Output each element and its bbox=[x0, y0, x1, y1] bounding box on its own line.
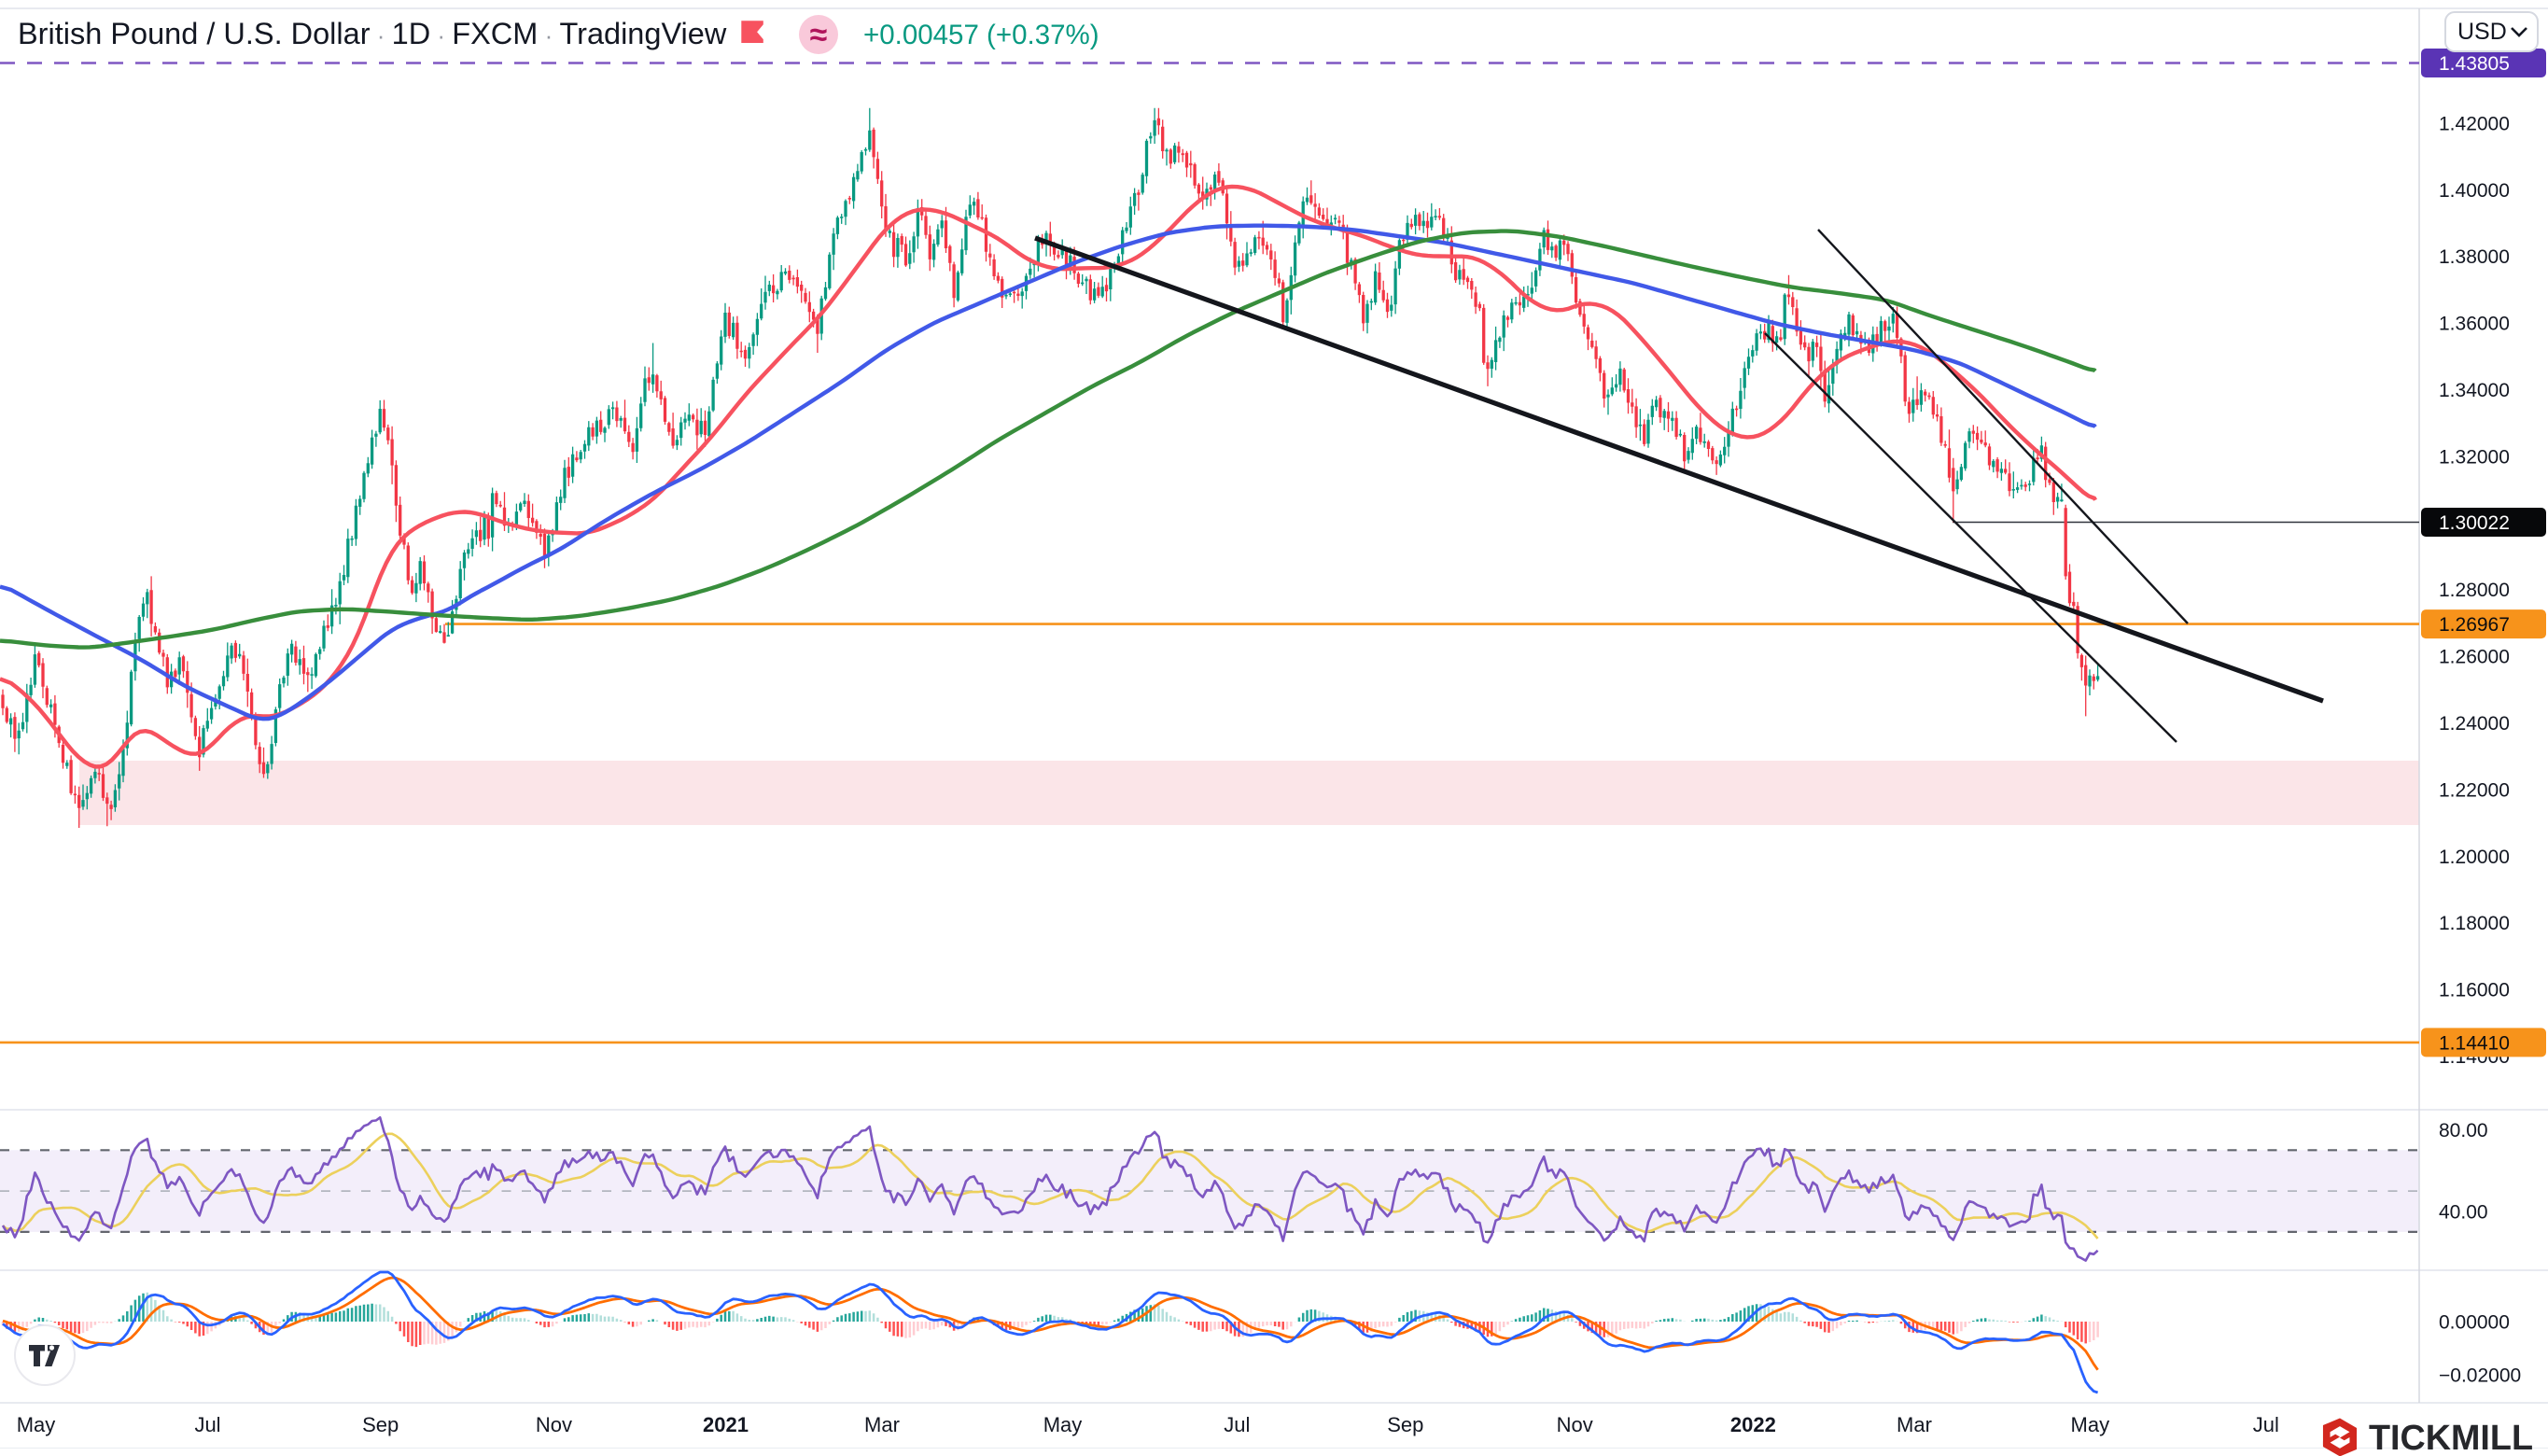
svg-text:Nov: Nov bbox=[1557, 1413, 1593, 1436]
svg-text:1.34000: 1.34000 bbox=[2439, 380, 2510, 401]
svg-text:Mar: Mar bbox=[1897, 1413, 1932, 1436]
svg-text:1.43805: 1.43805 bbox=[2439, 53, 2510, 75]
svg-text:1.36000: 1.36000 bbox=[2439, 314, 2510, 335]
svg-text:1.18000: 1.18000 bbox=[2439, 913, 2510, 934]
svg-text:1.28000: 1.28000 bbox=[2439, 580, 2510, 601]
svg-text:Sep: Sep bbox=[1387, 1413, 1423, 1436]
svg-text:1.22000: 1.22000 bbox=[2439, 779, 2510, 801]
svg-text:1.26000: 1.26000 bbox=[2439, 647, 2510, 668]
svg-text:0.00000: 0.00000 bbox=[2439, 1312, 2510, 1334]
svg-text:1.40000: 1.40000 bbox=[2439, 180, 2510, 202]
svg-text:1.20000: 1.20000 bbox=[2439, 847, 2510, 868]
svg-text:1.24000: 1.24000 bbox=[2439, 713, 2510, 735]
svg-text:Jul: Jul bbox=[1224, 1413, 1250, 1436]
svg-text:2021: 2021 bbox=[703, 1413, 749, 1436]
svg-text:+0.00457 (+0.37%): +0.00457 (+0.37%) bbox=[863, 20, 1099, 50]
svg-text:1.38000: 1.38000 bbox=[2439, 246, 2510, 268]
svg-text:1.16000: 1.16000 bbox=[2439, 980, 2510, 1001]
svg-text:Mar: Mar bbox=[864, 1413, 900, 1436]
svg-text:Jul: Jul bbox=[194, 1413, 220, 1436]
svg-text:USD: USD bbox=[2457, 19, 2507, 45]
svg-text:May: May bbox=[2071, 1413, 2110, 1436]
svg-text:1.42000: 1.42000 bbox=[2439, 113, 2510, 134]
svg-text:May: May bbox=[1043, 1413, 1083, 1436]
svg-text:40.00: 40.00 bbox=[2439, 1202, 2488, 1224]
svg-text:1.14410: 1.14410 bbox=[2439, 1032, 2510, 1054]
svg-text:Jul: Jul bbox=[2253, 1413, 2279, 1436]
svg-text:Nov: Nov bbox=[536, 1413, 572, 1436]
svg-text:May: May bbox=[17, 1413, 56, 1436]
svg-text:1.30022: 1.30022 bbox=[2439, 512, 2510, 534]
svg-text:2022: 2022 bbox=[1730, 1413, 1776, 1436]
svg-text:TICKMILL: TICKMILL bbox=[2369, 1419, 2533, 1456]
svg-text:British Pound / U.S. Dollar ·: British Pound / U.S. Dollar · 1D · FXCM … bbox=[18, 17, 727, 50]
svg-text:80.00: 80.00 bbox=[2439, 1120, 2488, 1141]
svg-text:−0.02000: −0.02000 bbox=[2439, 1365, 2521, 1387]
svg-text:Sep: Sep bbox=[362, 1413, 399, 1436]
svg-text:1.32000: 1.32000 bbox=[2439, 446, 2510, 468]
svg-text:1.26967: 1.26967 bbox=[2439, 614, 2510, 636]
svg-text:≈: ≈ bbox=[810, 18, 828, 53]
